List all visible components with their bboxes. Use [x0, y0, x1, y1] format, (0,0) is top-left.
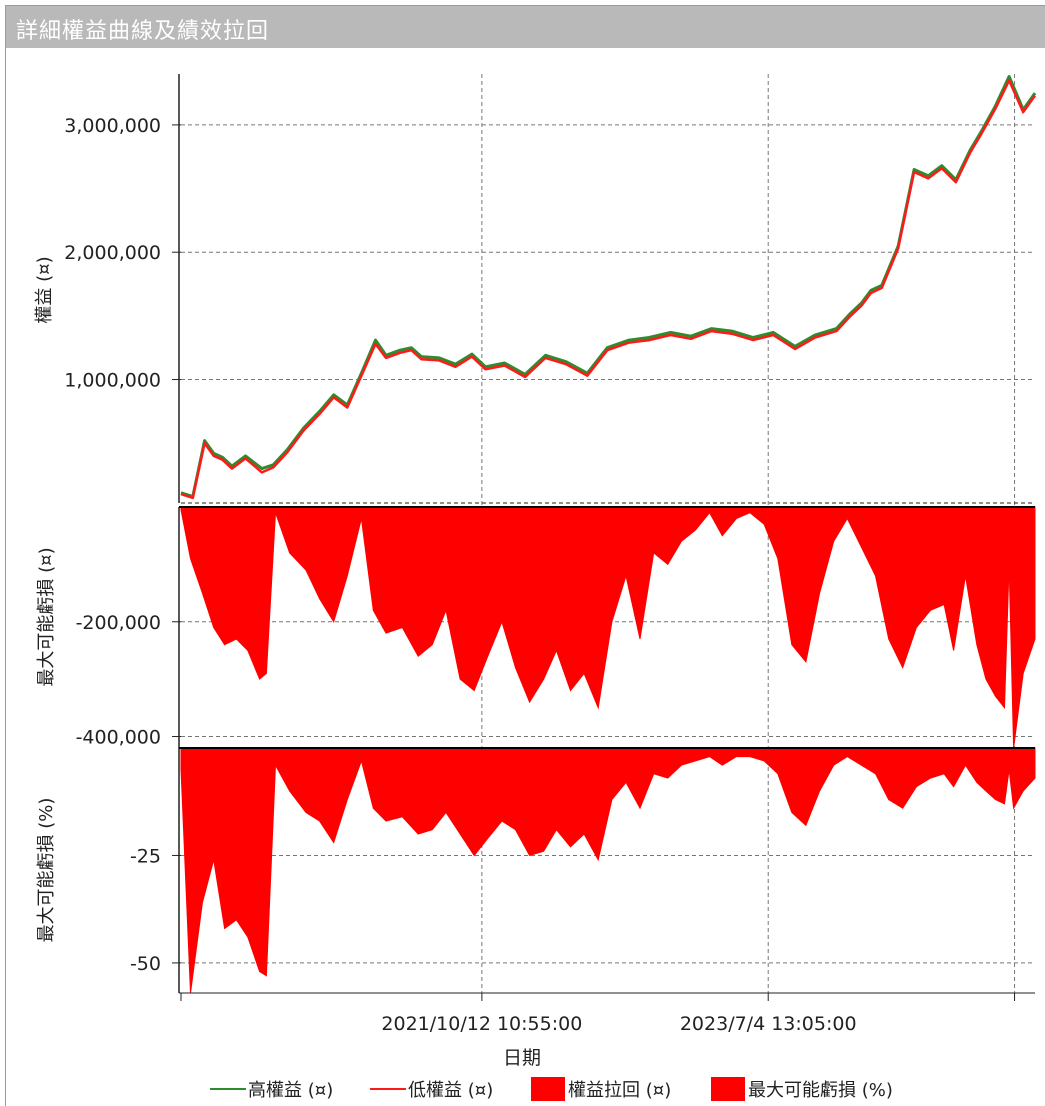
legend-drawdown-amount-label: 權益拉回 (¤): [568, 1080, 671, 1101]
x-axis-label: 日期: [503, 1047, 541, 1069]
drawdown-amount-panel-ylabel: 最大可能虧損 (¤): [36, 547, 57, 686]
y-tick-label: -400,000: [76, 727, 161, 749]
y-tick-label: -50: [130, 953, 161, 975]
y-tick-label: 2,000,000: [64, 242, 161, 264]
legend-drawdown-percent-marker: [711, 1077, 745, 1101]
legend: 高權益 (¤) 低權益 (¤) 權益拉回 (¤) 最大可能虧損 (%): [210, 1077, 893, 1101]
window-title: 詳細權益曲線及績效拉回: [16, 19, 270, 44]
legend-low-label: 低權益 (¤): [408, 1080, 493, 1101]
y-tick-label: -25: [130, 845, 161, 867]
x-tick-label: 2021/10/12 10:55:00: [381, 1013, 582, 1035]
equity-panel-ylabel: 權益 (¤): [34, 256, 55, 323]
y-tick-label: -200,000: [76, 612, 161, 634]
low-equity-line: [180, 79, 1037, 500]
drawdown-amount-area: [180, 506, 1036, 749]
y-tick-label: 1,000,000: [64, 370, 161, 392]
high-equity-line: [180, 75, 1037, 499]
legend-drawdown-percent-label: 最大可能虧損 (%): [748, 1080, 893, 1101]
title-bar: 詳細權益曲線及績效拉回: [6, 6, 1045, 48]
legend-drawdown-amount-marker: [531, 1077, 565, 1101]
y-tick-label: 3,000,000: [64, 115, 161, 137]
window-frame: [5, 5, 1045, 1106]
data-layer: [180, 75, 1037, 994]
axis-layer: 2021/10/12 10:55:00 2023/7/4 13:05:00 1,00…: [64, 74, 1035, 1035]
x-tick-label: 2023/7/4 13:05:00: [680, 1013, 857, 1035]
drawdown-percent-panel-ylabel: 最大可能虧損 (%): [36, 798, 57, 943]
legend-high-label: 高權益 (¤): [248, 1080, 333, 1101]
drawdown-percent-area: [180, 747, 1036, 994]
